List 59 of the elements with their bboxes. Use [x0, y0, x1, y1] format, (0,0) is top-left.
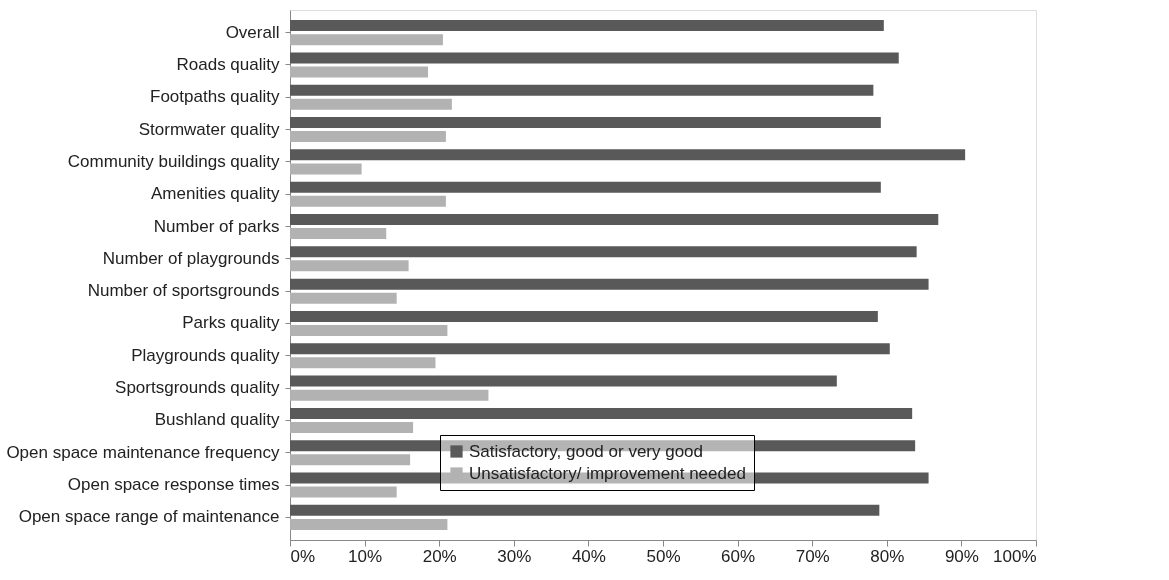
- bar: [290, 20, 884, 32]
- x-tick-label: 40%: [571, 546, 606, 566]
- y-tick-label: Amenities quality: [150, 184, 280, 204]
- bar: [290, 228, 387, 240]
- y-tick-label: Community buildings quality: [67, 151, 280, 171]
- bar: [290, 98, 452, 110]
- y-tick-label: Open space range of maintenance: [18, 507, 280, 527]
- bar: [290, 325, 448, 336]
- y-tick-label: Number of sportsgrounds: [87, 281, 280, 301]
- legend-label: Unsatisfactory/ improvement needed: [469, 463, 746, 483]
- y-tick-label: Sportsgrounds quality: [115, 378, 280, 398]
- bar: [290, 421, 414, 433]
- y-tick-label: Footpaths quality: [150, 87, 280, 107]
- y-tick-label: Open space maintenance frequency: [6, 442, 280, 462]
- bar: [290, 292, 397, 304]
- x-tick-label: 60%: [721, 546, 756, 566]
- y-tick-label: Number of parks: [153, 216, 280, 236]
- bar: [290, 407, 913, 419]
- bar: [290, 149, 966, 161]
- y-tick-label: Roads quality: [176, 54, 280, 74]
- bar: [290, 375, 837, 387]
- bar: [290, 357, 436, 369]
- x-tick-label: 100%: [993, 546, 1037, 566]
- x-tick-label: 70%: [795, 546, 830, 566]
- bar: [290, 131, 446, 143]
- bar: [290, 163, 362, 175]
- bar: [290, 486, 397, 498]
- y-tick-label: Stormwater quality: [138, 119, 280, 139]
- x-tick-label: 0%: [290, 546, 316, 566]
- bar: [290, 214, 939, 225]
- bar: [290, 117, 881, 129]
- bar: [290, 389, 489, 401]
- bar: [290, 518, 448, 530]
- y-tick-label: Overall: [225, 22, 280, 42]
- y-tick-label: Number of playgrounds: [102, 248, 280, 268]
- y-tick-label: Parks quality: [182, 313, 280, 333]
- x-tick-label: 50%: [646, 546, 681, 566]
- y-tick-label: Open space response times: [67, 475, 280, 495]
- bar: [290, 52, 899, 64]
- x-tick-label: 30%: [497, 546, 532, 566]
- bar: [290, 181, 881, 193]
- legend-label: Satisfactory, good or very good: [469, 441, 704, 461]
- x-tick-label: 80%: [870, 546, 905, 566]
- bar: [290, 34, 443, 46]
- bar: [290, 504, 880, 516]
- bar: [290, 246, 917, 258]
- bar: [290, 343, 890, 355]
- bar: [290, 260, 409, 272]
- bar: [290, 84, 874, 96]
- bar: [290, 66, 429, 78]
- x-tick-label: 10%: [348, 546, 383, 566]
- bar: [290, 454, 411, 466]
- y-tick-label: Playgrounds quality: [131, 345, 280, 365]
- bar: [290, 310, 878, 322]
- x-tick-label: 90%: [944, 546, 979, 566]
- y-tick-label: Bushland quality: [154, 410, 280, 430]
- bar: [290, 278, 929, 290]
- x-tick-label: 20%: [422, 546, 457, 566]
- bar: [290, 195, 446, 207]
